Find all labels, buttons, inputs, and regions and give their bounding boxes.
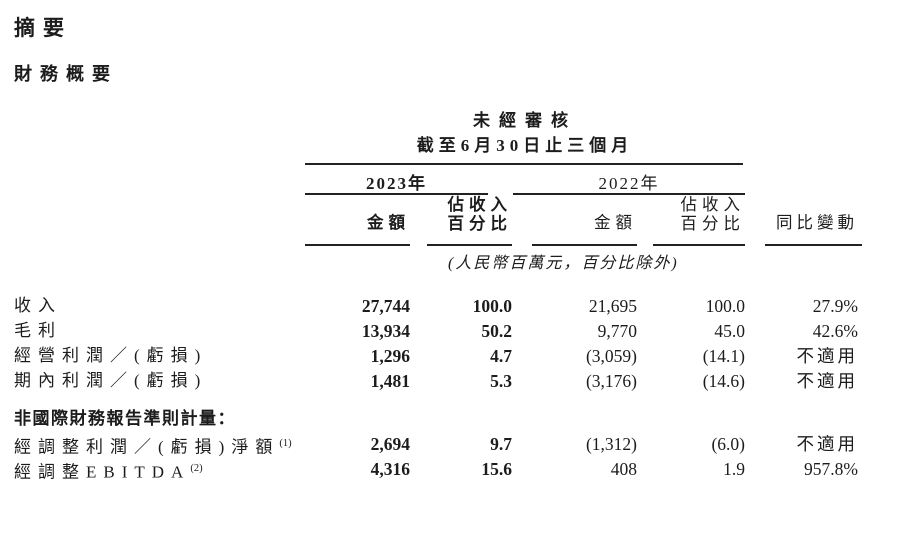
cell-2022-pct: (14.1) [702, 346, 745, 366]
column-group-2023: 2023年 [366, 174, 427, 193]
cell-2023-pct: 50.2 [481, 321, 512, 341]
table-row-adjusted-net-profit: 經調整利潤／(虧損)淨額(1) 2,694 9.7 (1,312) (6.0) … [0, 433, 904, 457]
cell-yoy: 957.8% [804, 459, 858, 479]
column-header-pct-2023: 佔收入 百分比 [447, 195, 513, 233]
row-label: 毛利 [14, 321, 62, 340]
cell-2022-amount: (3,059) [585, 346, 637, 366]
cell-2023-amount: 1,296 [370, 346, 410, 366]
footnote-marker-1: (1) [279, 438, 292, 449]
cell-2022-amount: 9,770 [597, 321, 637, 341]
cell-2022-pct: (6.0) [711, 434, 745, 454]
cell-yoy: 不適用 [796, 434, 858, 454]
column-header-amount-2023: 金額 [367, 213, 410, 232]
cell-2023-pct: 15.6 [481, 459, 512, 479]
table-row-gross-profit: 毛利 13,934 50.2 9,770 45.0 42.6% [0, 320, 904, 342]
column-header-pct-2023-line1: 佔收入 [447, 195, 512, 214]
cell-2022-amount: 21,695 [588, 296, 637, 316]
cell-2022-pct: 100.0 [705, 296, 745, 316]
row-label: 經營利潤／(虧損) [14, 346, 208, 365]
cell-2023-amount: 27,744 [361, 296, 410, 316]
cell-2022-pct: 45.0 [714, 321, 745, 341]
rule-col-amount-2022 [532, 244, 637, 246]
rule-top [305, 163, 743, 165]
cell-2022-amount: (1,312) [585, 434, 637, 454]
column-header-amount-2022: 金額 [594, 213, 637, 232]
row-label: 收入 [14, 296, 62, 315]
table-header-unaudited: 未經審核 [473, 111, 577, 130]
rule-col-pct-2022 [653, 244, 745, 246]
column-header-pct-2022-line2: 百分比 [680, 213, 745, 233]
cell-2022-amount: 408 [610, 459, 637, 479]
cell-2023-amount: 4,316 [370, 459, 410, 479]
row-label: 經調整利潤／(虧損)淨額(1) [14, 437, 292, 457]
cell-yoy: 42.6% [812, 321, 858, 341]
row-label: 經調整EBITDA(2) [14, 462, 203, 482]
table-row-adjusted-ebitda: 經調整EBITDA(2) 4,316 15.6 408 1.9 957.8% [0, 458, 904, 482]
rule-col-pct-2023 [427, 244, 512, 246]
cell-2023-amount: 2,694 [370, 434, 410, 454]
cell-2023-amount: 1,481 [370, 371, 410, 391]
cell-2023-pct: 4.7 [490, 346, 512, 366]
row-label: 期內利潤／(虧損) [14, 371, 208, 390]
cell-2023-pct: 100.0 [472, 296, 512, 316]
cell-yoy: 不適用 [796, 371, 858, 391]
column-header-pct-2023-line2: 百分比 [447, 213, 512, 233]
unit-note: (人民幣百萬元，百分比除外) [448, 255, 679, 272]
table-header-period: 截至6月30日止三個月 [416, 136, 634, 155]
cell-2022-pct: (14.6) [702, 371, 745, 391]
rule-under-2023 [305, 193, 488, 195]
section-header-label: 非國際財務報告準則計量： [14, 409, 236, 428]
cell-2023-amount: 13,934 [361, 321, 410, 341]
cell-yoy: 27.9% [812, 296, 858, 316]
table-row-profit-for-period: 期內利潤／(虧損) 1,481 5.3 (3,176) (14.6) 不適用 [0, 370, 904, 392]
cell-2022-pct: 1.9 [723, 459, 745, 479]
column-header-pct-2022: 佔收入 百分比 [680, 195, 746, 233]
column-header-yoy-change: 同比變動 [776, 213, 858, 232]
table-row-operating-profit: 經營利潤／(虧損) 1,296 4.7 (3,059) (14.1) 不適用 [0, 345, 904, 367]
page-title: 摘要 [14, 16, 72, 40]
column-header-pct-2022-line1: 佔收入 [680, 195, 745, 214]
section-title-financial-overview: 財務概要 [14, 64, 118, 84]
cell-yoy: 不適用 [796, 346, 858, 366]
cell-2023-pct: 9.7 [490, 434, 512, 454]
cell-2022-amount: (3,176) [585, 371, 637, 391]
rule-under-2022 [513, 193, 745, 195]
table-row-revenue: 收入 27,744 100.0 21,695 100.0 27.9% [0, 295, 904, 317]
table-section-non-ifrs: 非國際財務報告準則計量： [0, 408, 904, 430]
cell-2023-pct: 5.3 [490, 371, 512, 391]
rule-col-amount-2023 [305, 244, 410, 246]
rule-col-yoy [765, 244, 862, 246]
footnote-marker-2: (2) [190, 463, 203, 474]
column-group-2022: 2022年 [598, 174, 660, 193]
